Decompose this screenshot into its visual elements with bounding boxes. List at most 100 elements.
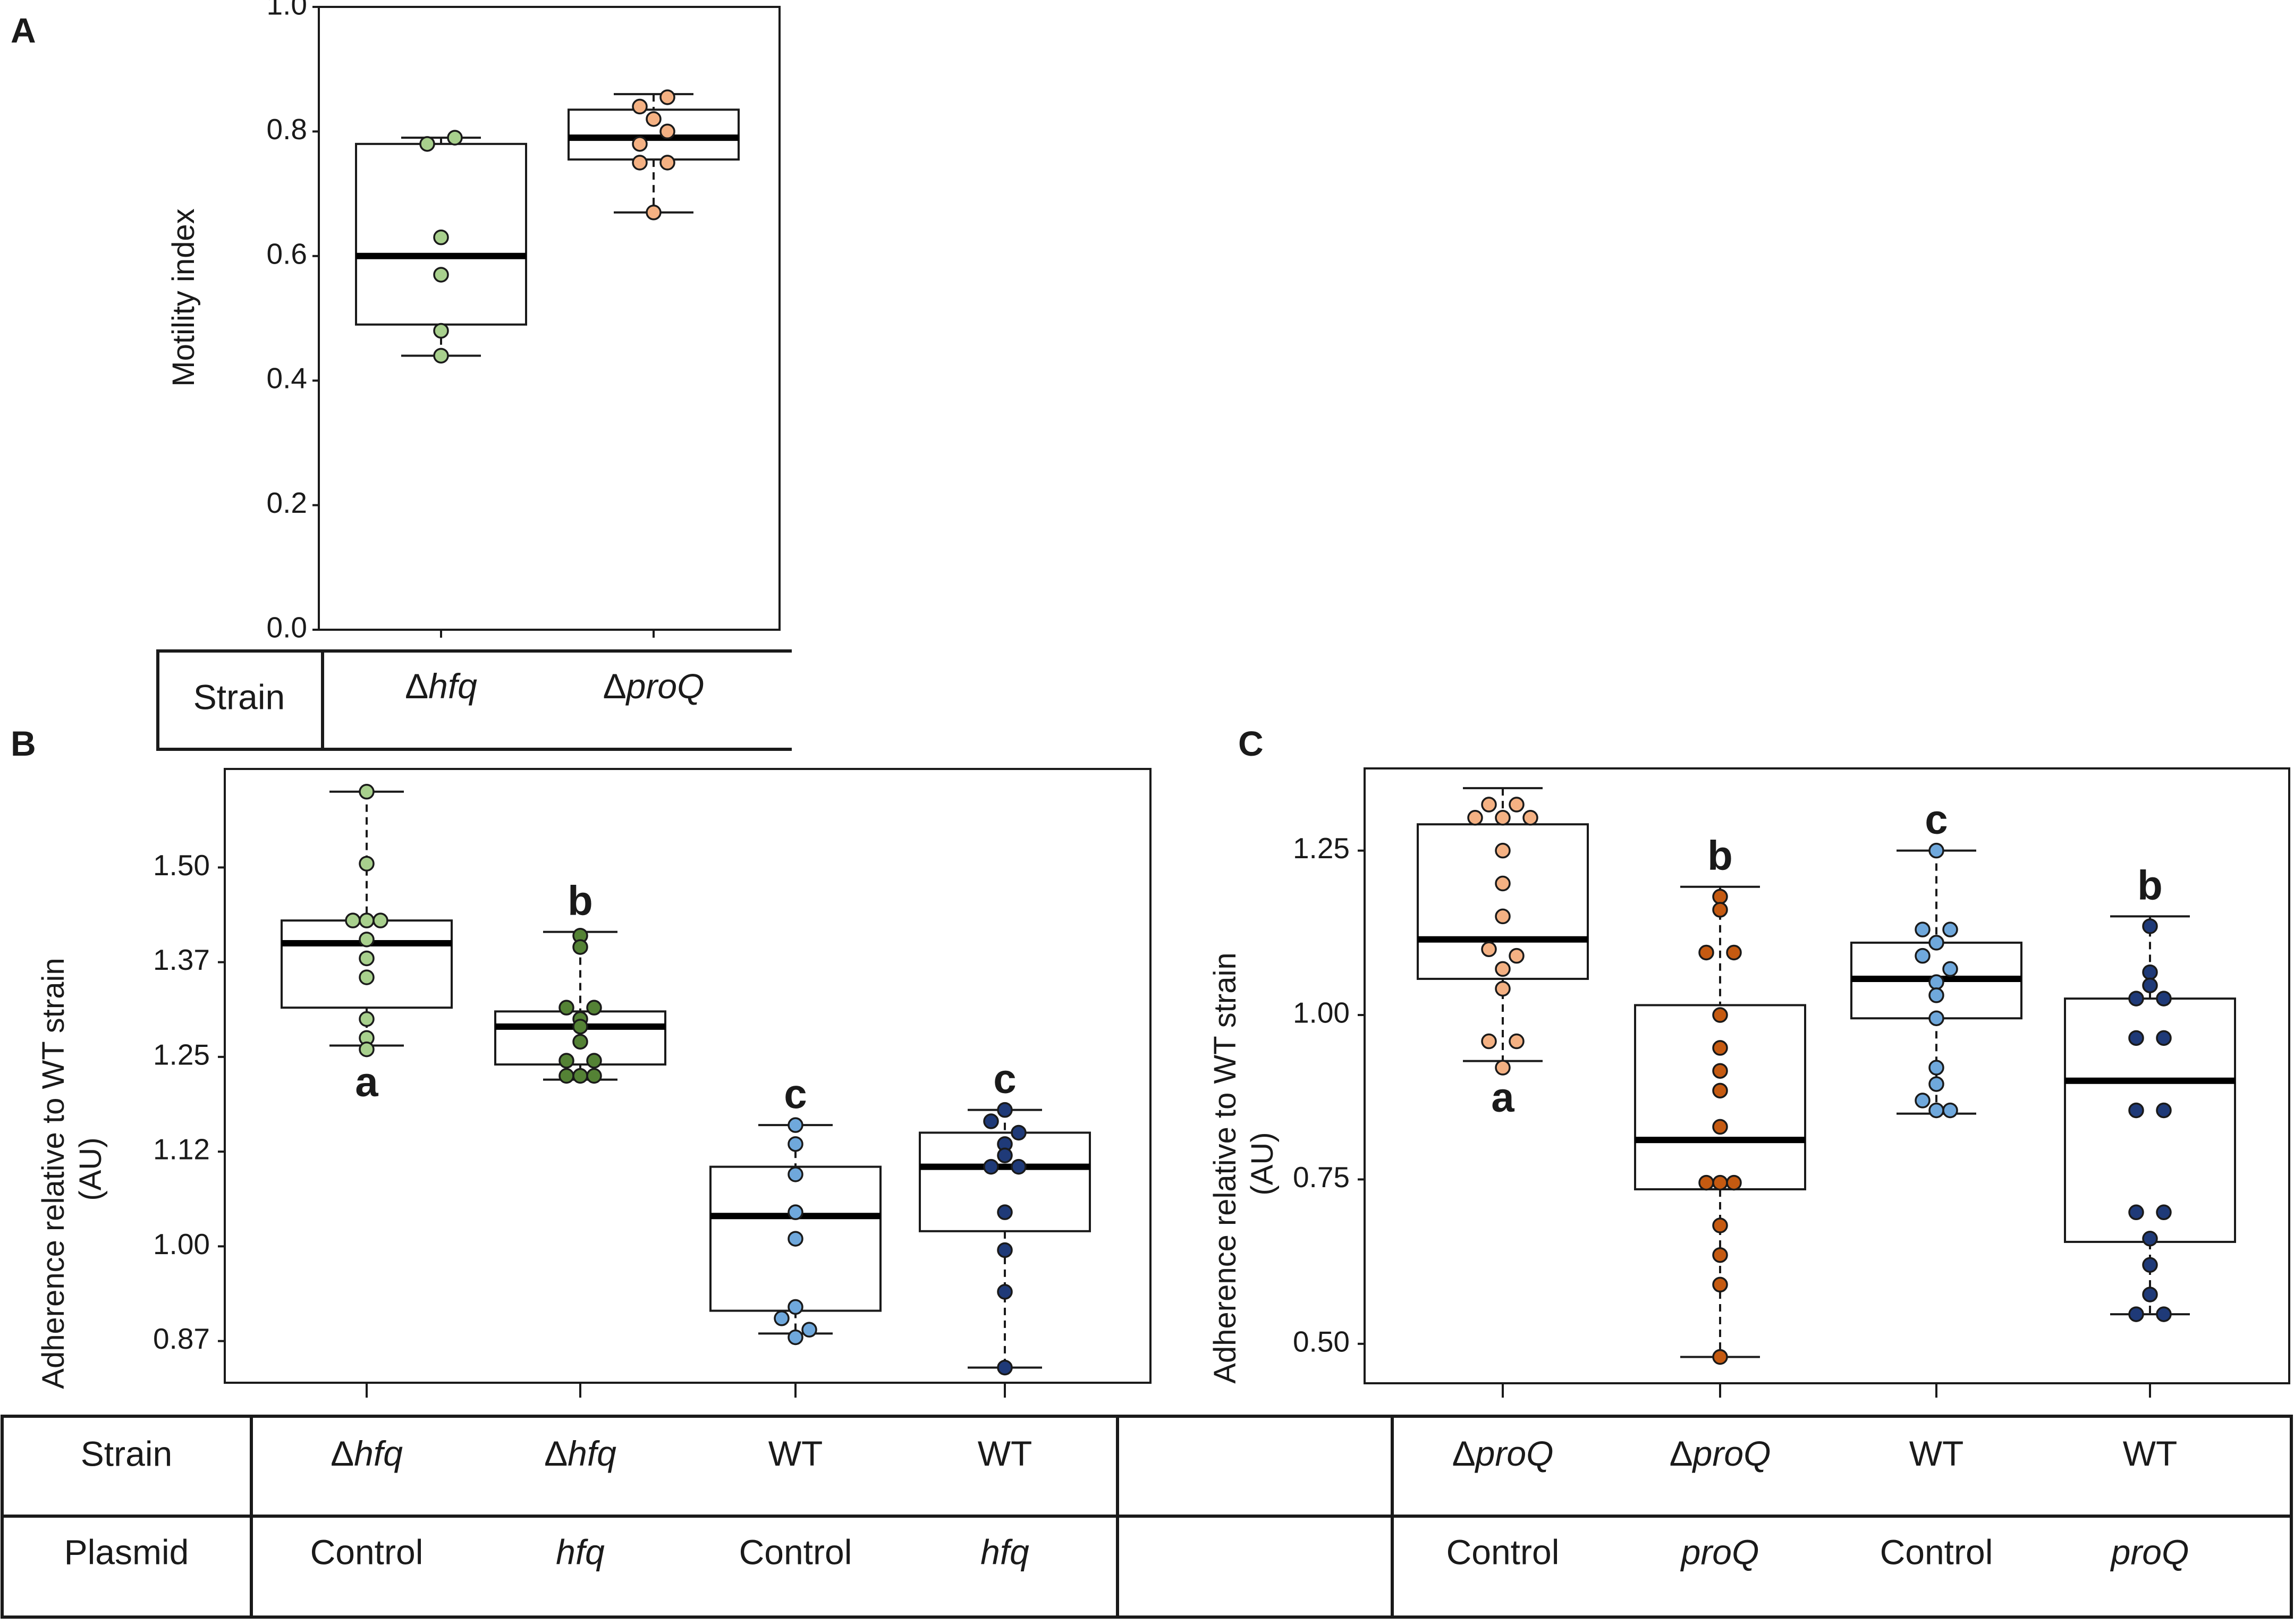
data-point [997, 1284, 1013, 1300]
box-group [355, 130, 527, 638]
table-cell-plasmid: Control [739, 1532, 852, 1571]
data-point [1726, 944, 1742, 961]
data-point [1495, 875, 1511, 892]
data-point [1712, 1349, 1728, 1365]
data-point [1928, 987, 1944, 1003]
y-tick-label: 0.50 [1293, 1325, 1350, 1358]
data-point [1495, 842, 1511, 859]
table-cell-plasmid: Control [1446, 1532, 1560, 1571]
strain-name: hfq [568, 1434, 616, 1473]
panel-a-table: Strain Δhfq ΔproQ [156, 649, 792, 751]
panel-b-y-ticks: 0.87 1.00 1.12 1.25 1.37 1.50 [153, 849, 225, 1355]
data-point [1509, 1033, 1525, 1050]
panel-c-plot-frame [1364, 767, 2290, 1384]
data-point [1712, 1063, 1728, 1079]
data-point [1495, 810, 1511, 826]
box-group: c [709, 1070, 882, 1398]
panel-a-row-header-strain: Strain [193, 677, 285, 716]
data-point [447, 130, 463, 146]
data-point [1522, 810, 1538, 826]
data-point [632, 98, 648, 115]
data-point [2128, 1102, 2144, 1119]
data-point [788, 1136, 803, 1152]
panel-a-label: A [11, 11, 36, 50]
data-point [1011, 1124, 1027, 1141]
data-point [572, 1068, 588, 1084]
panel-a-series [355, 89, 740, 638]
box-group: b [2064, 861, 2236, 1398]
data-point [997, 1242, 1013, 1258]
data-point [997, 1147, 1013, 1163]
data-point [1712, 902, 1728, 918]
strain-name: WT [1909, 1434, 1964, 1473]
panel-c-label: C [1238, 724, 1264, 763]
data-point [788, 1231, 803, 1247]
data-point [1495, 980, 1511, 997]
panel-b: B Adherence relative to WT strain (AU) 0… [11, 724, 1152, 1398]
data-point [586, 1000, 602, 1016]
table-cell-strain: ΔproQ [1452, 1434, 1554, 1473]
data-point [788, 1204, 803, 1220]
data-point [572, 939, 588, 955]
strain-prefix: Δ [1670, 1434, 1693, 1473]
data-point [2156, 1030, 2172, 1046]
data-point [1928, 1010, 1944, 1026]
table-cell-plasmid: hfq [980, 1532, 1029, 1571]
panel-c-y-axis-label: Adherence relative to WT strain (AU) [1208, 944, 1280, 1383]
y-tick-label: 0.4 [267, 362, 307, 395]
data-point [1928, 1076, 1944, 1092]
data-point [1928, 842, 1944, 859]
data-point [1942, 1102, 1958, 1119]
strain-name: WT [978, 1434, 1032, 1473]
data-point [359, 912, 375, 928]
strain-name: hfq [354, 1434, 403, 1473]
significance-letter: c [993, 1055, 1016, 1102]
table-cell-strain: WT [1909, 1434, 1964, 1473]
significance-letter: c [1925, 796, 1948, 843]
data-point [1495, 908, 1511, 925]
table-cell-plasmid: proQ [2110, 1532, 2189, 1571]
y-tick-label: 1.0 [267, 0, 307, 21]
y-tick-label: 0.2 [267, 486, 307, 519]
data-point [1942, 961, 1958, 977]
data-point [1481, 797, 1497, 813]
strain-name: WT [2123, 1434, 2178, 1473]
data-point [1712, 889, 1728, 905]
data-point [997, 1359, 1013, 1376]
data-point [2142, 977, 2158, 994]
iqr-box [2064, 997, 2236, 1243]
panel-c: C Adherence relative to WT strain (AU) 0… [1208, 724, 2290, 1398]
data-point [1942, 921, 1958, 937]
panel-b-series: a b c c [281, 784, 1091, 1398]
data-point [558, 1068, 574, 1084]
data-point [419, 136, 435, 152]
data-point [632, 155, 648, 171]
data-point [983, 1158, 999, 1175]
data-point [1928, 1102, 1944, 1119]
data-point [2156, 1204, 2172, 1221]
data-point [2128, 1030, 2144, 1046]
panel-c-y-axis-label-line2: (AU) [1245, 1132, 1280, 1195]
data-point [2128, 991, 2144, 1006]
data-point [997, 1102, 1013, 1118]
y-tick-label: 1.37 [153, 943, 210, 976]
box-group [568, 89, 740, 638]
data-point [646, 205, 662, 221]
bottom-table-header-strain: Strain [81, 1434, 172, 1473]
data-point [1467, 810, 1483, 826]
data-point [2142, 1287, 2158, 1302]
data-point [1928, 935, 1944, 951]
bottom-table-cells: ΔhfqControlΔhfqhfqWTControlWThfqΔproQCon… [310, 1434, 2189, 1571]
significance-letter: b [2137, 861, 2163, 908]
y-tick-label: 0.0 [267, 611, 307, 644]
strain-name: WT [768, 1434, 823, 1473]
data-point [433, 348, 449, 364]
y-tick-label: 0.87 [153, 1322, 210, 1355]
data-point [997, 1204, 1013, 1220]
data-point [1509, 797, 1525, 813]
data-point [1712, 1247, 1728, 1263]
data-point [632, 136, 648, 152]
panel-c-series: a b c b [1417, 787, 2236, 1398]
data-point [2128, 1306, 2144, 1322]
